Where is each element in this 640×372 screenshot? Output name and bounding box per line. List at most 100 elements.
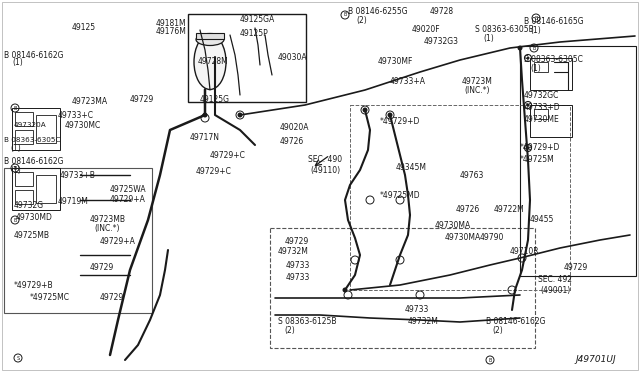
Text: 49729: 49729 xyxy=(130,96,154,105)
Text: S 08363-6125B: S 08363-6125B xyxy=(278,317,337,327)
Text: 49125GA: 49125GA xyxy=(240,16,275,25)
Text: 49730MA: 49730MA xyxy=(445,234,481,243)
Text: J49701UJ: J49701UJ xyxy=(575,356,616,365)
Text: (INC.*): (INC.*) xyxy=(464,86,490,94)
Text: SEC. 490: SEC. 490 xyxy=(308,155,342,164)
Circle shape xyxy=(527,147,529,150)
Text: 49729+C: 49729+C xyxy=(210,151,246,160)
Text: (1): (1) xyxy=(10,166,20,174)
Circle shape xyxy=(387,112,392,118)
Bar xyxy=(4,168,152,313)
Bar xyxy=(15,172,33,186)
Text: *49725MD: *49725MD xyxy=(380,190,420,199)
Text: 49722M: 49722M xyxy=(494,205,525,215)
Text: 49345M: 49345M xyxy=(396,164,427,173)
Text: 49729: 49729 xyxy=(564,263,588,273)
Text: *49725MC: *49725MC xyxy=(30,294,70,302)
Text: 49732M: 49732M xyxy=(278,247,309,257)
Text: 49728M: 49728M xyxy=(198,58,228,67)
Text: *49729+D: *49729+D xyxy=(520,144,561,153)
Text: (1): (1) xyxy=(12,58,23,67)
Bar xyxy=(270,228,535,348)
Text: 49730MA: 49730MA xyxy=(435,221,471,230)
Text: 49732M: 49732M xyxy=(408,317,439,327)
Text: 49725WA: 49725WA xyxy=(110,186,147,195)
Text: 49732G3: 49732G3 xyxy=(424,38,459,46)
Circle shape xyxy=(527,103,529,106)
Bar xyxy=(15,190,33,204)
Circle shape xyxy=(237,112,243,118)
Text: (2): (2) xyxy=(492,326,503,334)
Text: *49725M: *49725M xyxy=(520,155,555,164)
Text: B 08146-6165G: B 08146-6165G xyxy=(524,17,584,26)
Text: 49726: 49726 xyxy=(456,205,480,215)
Text: 49729+C: 49729+C xyxy=(196,167,232,176)
Bar xyxy=(12,168,60,210)
Ellipse shape xyxy=(196,33,224,45)
Text: 49710R: 49710R xyxy=(510,247,540,257)
Bar xyxy=(530,58,572,90)
Text: 49125: 49125 xyxy=(72,23,96,32)
Text: *49729+D: *49729+D xyxy=(380,118,420,126)
Bar xyxy=(188,14,306,102)
Text: B: B xyxy=(343,13,347,17)
Text: 49729: 49729 xyxy=(90,263,115,273)
Text: B: B xyxy=(534,16,538,20)
Text: 49790: 49790 xyxy=(480,234,504,243)
Text: B 08146-6255G: B 08146-6255G xyxy=(348,7,408,16)
Bar xyxy=(350,105,570,290)
Text: B: B xyxy=(13,166,17,170)
Bar xyxy=(15,130,33,144)
Text: 497320A: 497320A xyxy=(14,122,47,128)
Text: 49729+A: 49729+A xyxy=(110,196,146,205)
Text: 49730MC: 49730MC xyxy=(65,121,101,129)
Bar xyxy=(36,175,56,203)
Text: 49125G: 49125G xyxy=(200,96,230,105)
Text: 49725MB: 49725MB xyxy=(14,231,50,240)
Text: 49729+A: 49729+A xyxy=(100,237,136,247)
Text: 49723MA: 49723MA xyxy=(72,97,108,106)
Text: 49730ME: 49730ME xyxy=(524,115,560,125)
Text: 49181M: 49181M xyxy=(156,19,187,28)
Text: 49125P: 49125P xyxy=(240,29,269,38)
Text: S 08363-6305C: S 08363-6305C xyxy=(524,55,583,64)
Text: 49730MF: 49730MF xyxy=(378,58,413,67)
Text: B: B xyxy=(532,45,536,51)
Bar xyxy=(520,46,636,276)
Text: B 08146-6162G: B 08146-6162G xyxy=(486,317,545,327)
Text: (1): (1) xyxy=(483,33,493,42)
Text: (1): (1) xyxy=(10,144,20,153)
Text: 49733+C: 49733+C xyxy=(58,110,94,119)
Circle shape xyxy=(342,288,348,292)
Text: B 08146-6162G: B 08146-6162G xyxy=(4,51,63,60)
Text: B: B xyxy=(488,357,492,362)
Ellipse shape xyxy=(194,35,226,90)
Text: (2): (2) xyxy=(356,16,367,25)
Text: 49733+A: 49733+A xyxy=(390,77,426,87)
Text: 49729: 49729 xyxy=(100,294,124,302)
Text: 49176M: 49176M xyxy=(156,28,187,36)
Text: S 08363-6305B: S 08363-6305B xyxy=(475,26,534,35)
Text: 49730MD: 49730MD xyxy=(16,214,53,222)
Text: 49719M: 49719M xyxy=(58,198,89,206)
Bar xyxy=(534,62,548,72)
Text: *49729+B: *49729+B xyxy=(14,280,54,289)
Circle shape xyxy=(518,45,522,51)
Text: (2): (2) xyxy=(284,326,295,334)
Circle shape xyxy=(527,57,529,60)
Text: 49723MB: 49723MB xyxy=(90,215,126,224)
Text: (INC.*): (INC.*) xyxy=(94,224,120,234)
Text: 49763: 49763 xyxy=(460,170,484,180)
Circle shape xyxy=(202,112,207,118)
Bar xyxy=(196,32,224,38)
Text: (1): (1) xyxy=(530,64,541,73)
Text: SEC. 492: SEC. 492 xyxy=(538,276,572,285)
Text: (1): (1) xyxy=(530,26,541,35)
Bar xyxy=(12,108,60,150)
Text: 49729: 49729 xyxy=(285,237,309,247)
Text: 49732GC: 49732GC xyxy=(524,90,559,99)
Text: 49733: 49733 xyxy=(286,273,310,282)
Text: 49030A: 49030A xyxy=(278,54,308,62)
Bar xyxy=(534,109,548,119)
Text: 49723M: 49723M xyxy=(462,77,493,87)
